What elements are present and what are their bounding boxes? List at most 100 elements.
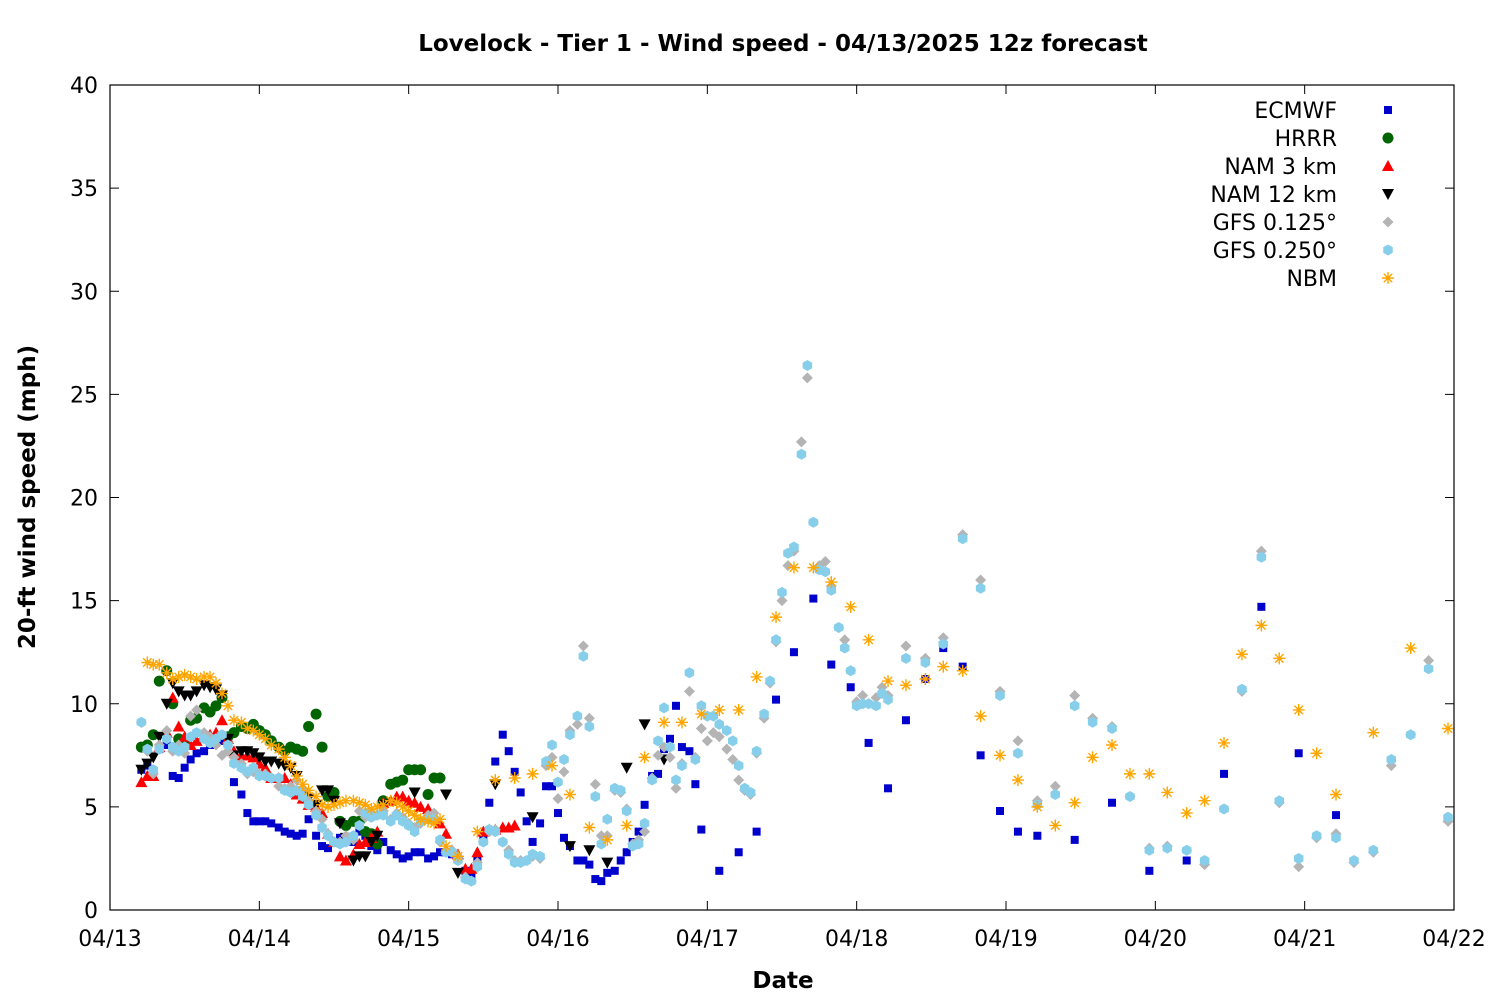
data-point [654, 769, 663, 778]
y-tick-label: 20 [70, 487, 98, 512]
data-point [253, 728, 266, 741]
data-point [414, 800, 427, 812]
data-point [161, 733, 172, 745]
data-point [807, 561, 820, 574]
data-point [491, 757, 500, 766]
data-point [422, 789, 434, 800]
data-point [1386, 753, 1397, 765]
legend-label: ECMWF [1254, 99, 1337, 124]
data-point [241, 722, 254, 735]
x-tick-label: 04/18 [825, 927, 888, 952]
data-point [1050, 789, 1061, 800]
data-point [1273, 652, 1286, 665]
legend-label: NAM 12 km [1210, 183, 1337, 208]
data-point [286, 829, 295, 838]
data-point [290, 769, 303, 782]
data-point [825, 576, 838, 589]
data-point [168, 771, 177, 780]
data-point [255, 817, 264, 826]
data-point [190, 734, 203, 746]
data-point [844, 600, 857, 613]
data-point [603, 868, 612, 877]
data-point [751, 745, 762, 757]
data-point [247, 724, 260, 737]
data-point [691, 780, 700, 789]
data-point [147, 752, 160, 764]
x-tick-label: 04/19 [974, 927, 1037, 952]
data-point [339, 854, 352, 866]
data-point [563, 841, 576, 853]
data-point [571, 718, 583, 730]
data-point [1256, 551, 1267, 563]
data-point [200, 747, 209, 756]
data-point [801, 372, 813, 384]
data-point [266, 772, 277, 784]
data-point [216, 687, 228, 700]
data-point [333, 850, 346, 862]
data-point [365, 836, 378, 848]
data-point [416, 848, 425, 857]
data-point [1310, 747, 1323, 760]
data-point [589, 778, 601, 790]
data-point [771, 634, 781, 646]
data-point [440, 840, 452, 853]
data-point [591, 875, 600, 884]
data-point [577, 640, 589, 652]
data-point [510, 767, 519, 776]
data-point [579, 856, 588, 865]
data-point [322, 800, 335, 813]
data-point [1198, 794, 1211, 807]
data-point [467, 870, 476, 879]
data-point [385, 815, 396, 827]
data-point [359, 835, 372, 847]
data-point [1220, 769, 1229, 778]
data-point [671, 701, 680, 710]
data-point [259, 732, 272, 745]
data-point [1330, 788, 1343, 801]
data-point [371, 800, 384, 813]
data-point [789, 541, 799, 553]
data-point [359, 798, 372, 811]
data-point [975, 582, 986, 594]
data-point [541, 756, 551, 767]
data-point [1257, 602, 1266, 611]
data-point [328, 798, 340, 811]
data-point [292, 831, 301, 840]
data-point [1405, 729, 1416, 741]
data-point [172, 720, 185, 732]
data-point [347, 855, 360, 867]
legend-marker [1382, 189, 1394, 200]
data-point [273, 772, 284, 784]
data-point [684, 667, 695, 679]
data-point [733, 760, 744, 772]
data-point [899, 679, 912, 692]
data-point [302, 784, 315, 797]
data-point [883, 694, 893, 706]
data-point [392, 850, 401, 859]
data-point [1311, 830, 1322, 842]
data-point [733, 774, 745, 786]
data-point [284, 759, 297, 772]
data-point [311, 809, 321, 821]
data-point [318, 842, 327, 851]
data-point [584, 720, 595, 732]
x-tick-label: 04/21 [1273, 927, 1336, 952]
data-point [1293, 861, 1305, 873]
data-point [595, 830, 607, 842]
data-point [153, 675, 165, 687]
data-point [359, 851, 372, 863]
x-tick-label: 04/16 [526, 927, 589, 952]
data-point [316, 741, 328, 753]
data-point [1106, 739, 1119, 751]
data-point [559, 833, 568, 842]
data-point [210, 677, 223, 690]
data-point [191, 704, 203, 716]
data-point [526, 767, 539, 780]
data-point [428, 817, 441, 830]
data-point [1237, 683, 1247, 695]
data-point [210, 700, 222, 712]
data-point [976, 751, 985, 760]
data-point [141, 758, 154, 770]
data-point [713, 731, 725, 743]
